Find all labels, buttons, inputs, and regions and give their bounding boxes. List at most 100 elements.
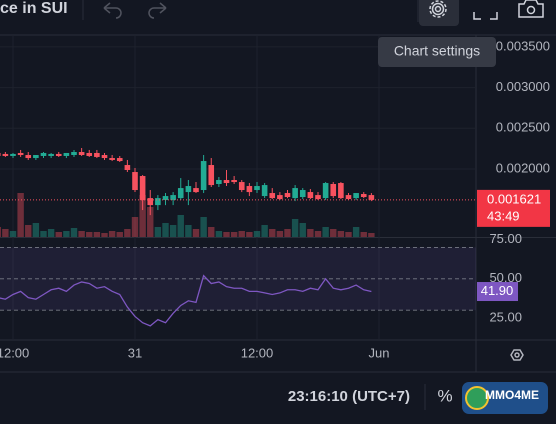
y-tick-label: 0.002500	[496, 120, 550, 135]
logo-text: MMO4ME	[485, 388, 539, 402]
rsi-tick-label: 50.00	[489, 270, 522, 285]
candle-body	[200, 161, 207, 191]
candle-body	[55, 153, 62, 156]
volume-bar	[108, 231, 116, 237]
volume-bar	[139, 195, 146, 237]
candle-body	[246, 186, 253, 193]
screenshot-icon[interactable]	[518, 0, 544, 18]
candle-body	[322, 183, 329, 199]
volume-bar	[246, 232, 253, 237]
candle-body	[155, 198, 161, 206]
volume-bar	[276, 231, 284, 237]
volume-bar	[238, 231, 245, 237]
candle-body	[170, 195, 176, 201]
candle-body	[353, 193, 359, 199]
volume-bar	[345, 232, 352, 237]
volume-bar	[101, 233, 108, 237]
candle-body	[132, 172, 138, 191]
volume-bar	[291, 219, 299, 237]
volume-bar	[63, 231, 70, 237]
volume-bar	[47, 229, 55, 237]
rsi-tick-label: 75.00	[489, 231, 522, 246]
candle-body	[269, 193, 276, 199]
volume-bar	[55, 232, 62, 237]
candle-body	[0, 152, 1, 156]
candle-body	[162, 196, 169, 201]
volume-bar	[86, 232, 93, 237]
settings-icon[interactable]	[429, 0, 447, 18]
volume-bar	[284, 229, 291, 237]
plot-layer	[0, 148, 476, 327]
volume-bar	[185, 225, 192, 237]
volume-bar	[269, 229, 276, 237]
candle-body	[63, 152, 70, 156]
candle-body	[109, 158, 115, 160]
volume-bar	[322, 227, 329, 237]
volume-bar	[337, 231, 345, 237]
volume-bar	[307, 229, 314, 237]
time-axis-settings[interactable]	[510, 349, 524, 361]
y-tick-label: 0.002000	[496, 160, 550, 175]
last-price-label: 0.001621	[487, 191, 541, 206]
rsi-tick-label: 25.00	[489, 309, 522, 324]
volume-bar	[2, 229, 9, 237]
volume-bar	[25, 225, 32, 237]
rsi-value-label: 41.90	[481, 283, 514, 298]
volume-bar	[330, 229, 337, 237]
candle-body	[139, 176, 146, 201]
undo-icon[interactable]	[103, 2, 122, 19]
volume-bar	[177, 215, 184, 237]
y-tick-label: 0.003000	[496, 79, 550, 94]
volume-bar	[0, 227, 1, 237]
symbol-title[interactable]: ce in SUI	[0, 0, 68, 17]
candle-body	[147, 198, 154, 206]
volume-bar	[314, 231, 322, 237]
x-tick-label: 12:00	[241, 345, 274, 360]
volume-bar	[192, 229, 200, 237]
volume-bar	[368, 233, 375, 237]
volume-bar	[116, 232, 123, 237]
countdown-label: 43:49	[487, 208, 520, 223]
volume-bar	[9, 231, 17, 237]
percent-toggle[interactable]: %	[437, 386, 452, 405]
candle-body	[71, 151, 77, 156]
volume-bar	[230, 232, 238, 237]
fullscreen-icon[interactable]	[473, 12, 498, 20]
volume-bar	[200, 217, 207, 237]
axis-layer: 0.003500 0.003000 0.002500 0.002000 12:00 31 1…	[0, 38, 550, 360]
tooltip-box	[378, 37, 496, 67]
candle-body	[116, 158, 123, 162]
candle-body	[33, 155, 39, 159]
volume-bar	[93, 232, 101, 237]
candle-body	[216, 180, 222, 184]
candle-body	[345, 195, 352, 200]
candle-body	[368, 195, 375, 200]
screenshot-icon-lens	[526, 5, 536, 15]
volume-bar	[253, 231, 261, 237]
candle-body	[223, 180, 230, 184]
volume-bar	[70, 228, 78, 237]
volume-bar	[17, 193, 24, 237]
top-toolbar: ce in SUI	[0, 0, 556, 36]
candle-body	[2, 153, 9, 156]
volume-bar	[40, 231, 47, 237]
volume-bar	[299, 223, 306, 237]
volume-bar	[223, 232, 230, 237]
redo-icon[interactable]	[148, 2, 167, 19]
volume-bar	[261, 225, 268, 237]
x-tick-label: 12:00	[0, 345, 29, 360]
clock[interactable]: 23:16:10 (UTC+7)	[288, 388, 410, 405]
candle-body	[315, 195, 321, 200]
candle-body	[307, 192, 314, 199]
volume-bar	[147, 207, 154, 237]
candle-body	[338, 183, 344, 199]
volume-bar	[162, 223, 169, 237]
settings-button[interactable]	[419, 0, 459, 26]
candle-body	[48, 153, 54, 156]
volume-bar	[154, 227, 162, 237]
rsi-value-badge	[477, 282, 518, 302]
x-tick-label: 31	[128, 345, 142, 360]
volume-bar	[78, 231, 85, 237]
volume-bar	[360, 232, 367, 237]
